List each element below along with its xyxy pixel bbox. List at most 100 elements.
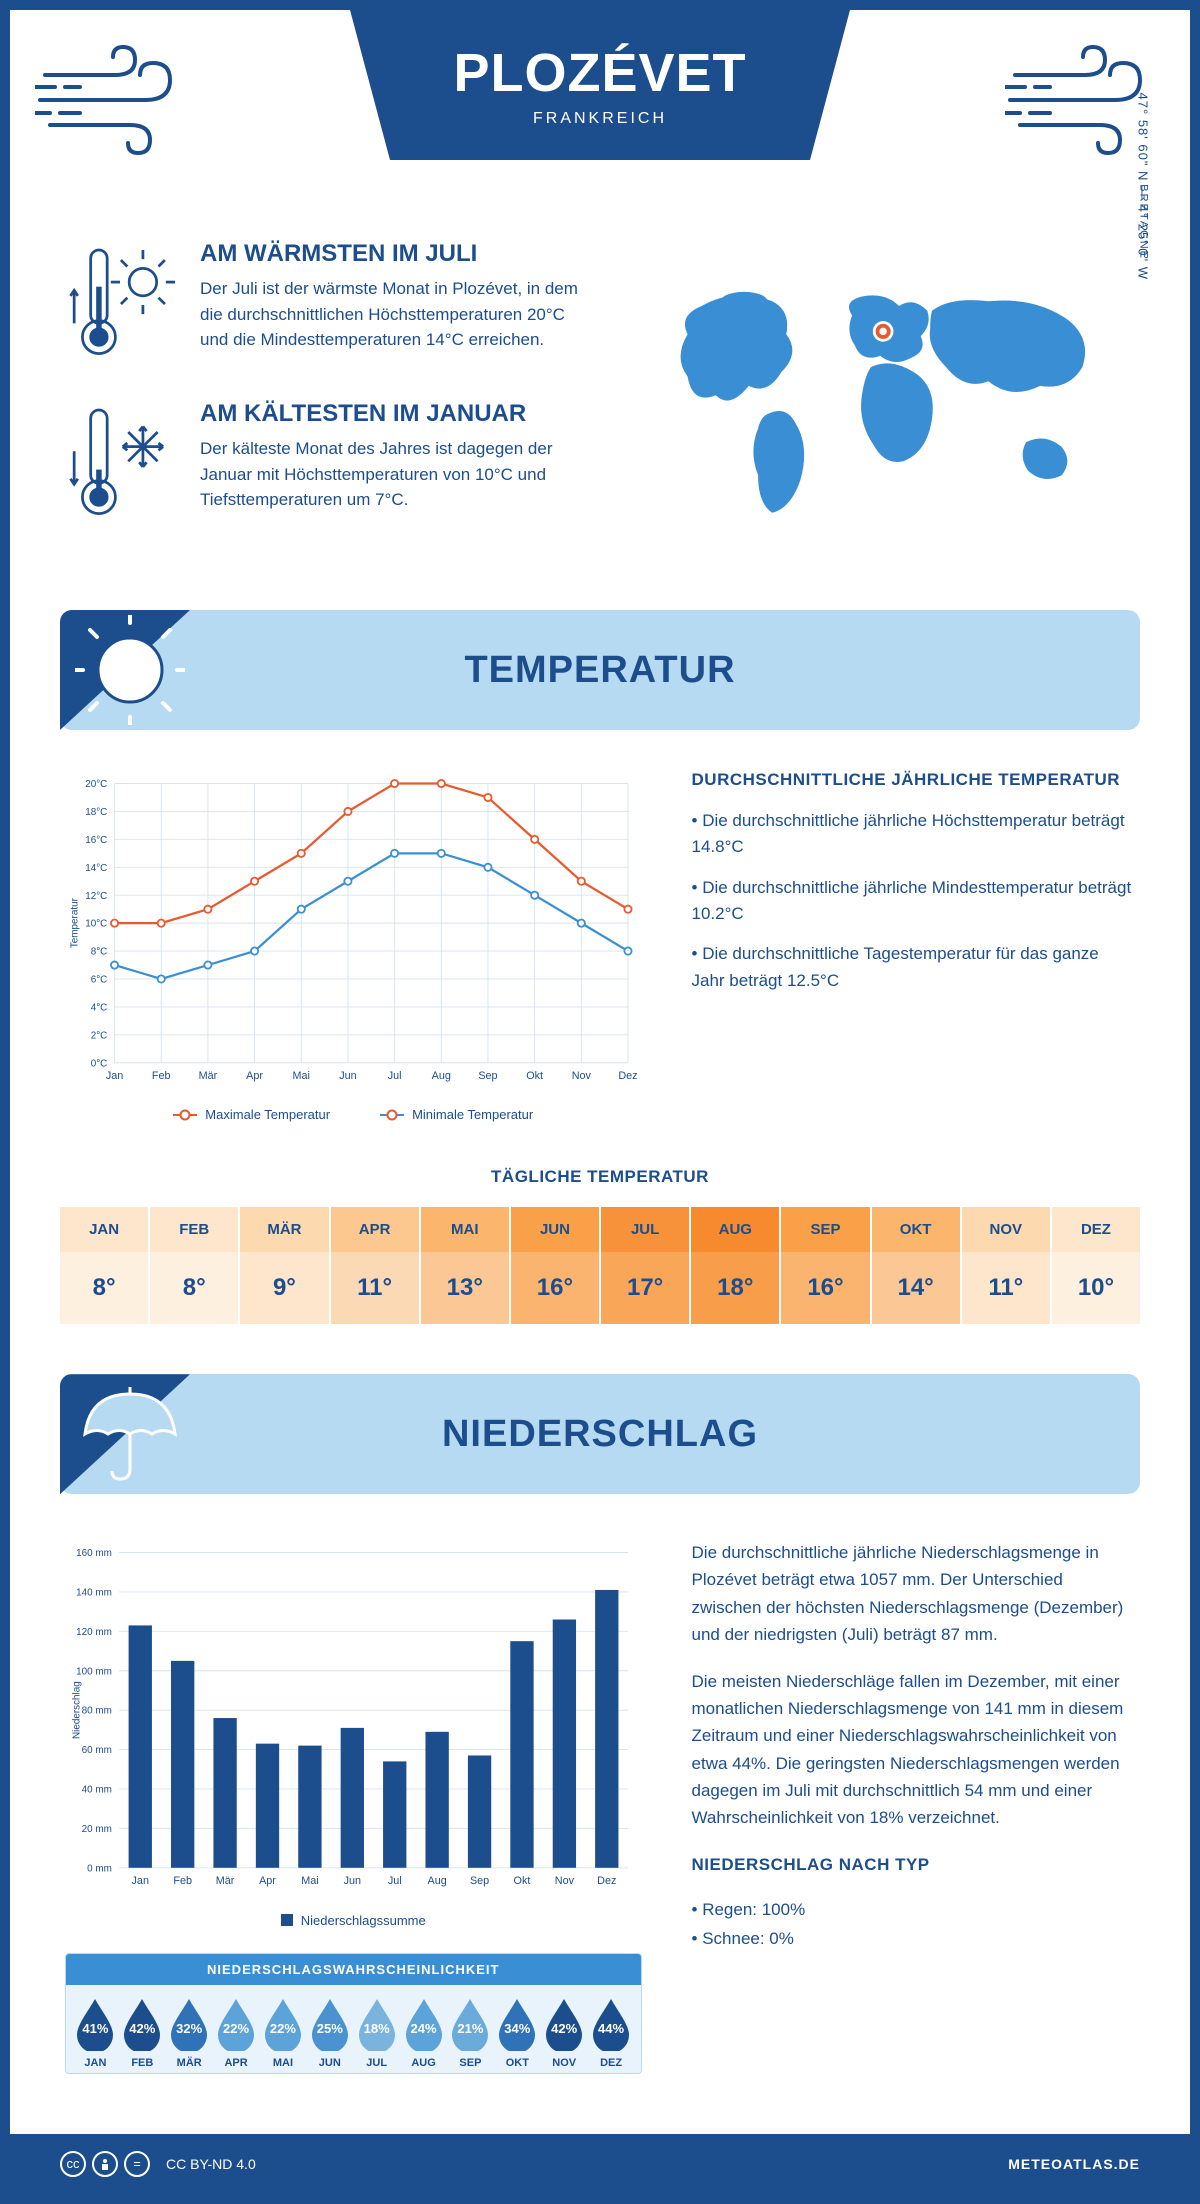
svg-text:Okt: Okt [526,1070,543,1082]
daily-month: MAI [421,1207,509,1252]
daily-value: 14° [872,1252,960,1324]
svg-text:100 mm: 100 mm [76,1667,112,1678]
daily-month: JUL [601,1207,689,1252]
svg-text:2°C: 2°C [91,1030,108,1041]
daily-month: SEP [781,1207,869,1252]
daily-col: APR 11° [329,1207,419,1324]
svg-text:160 mm: 160 mm [76,1548,112,1559]
daily-value: 11° [962,1252,1050,1324]
daily-value: 18° [691,1252,779,1324]
coldest-title: AM KÄLTESTEN IM JANUAR [200,400,595,428]
intro-section: AM WÄRMSTEN IM JULI Der Juli ist der wär… [10,220,1190,600]
daily-value: 17° [601,1252,689,1324]
footer: cc = CC BY-ND 4.0 METEOATLAS.DE [10,2134,1190,2194]
probability-month: FEB [131,2057,153,2069]
daily-month: MÄR [240,1207,328,1252]
daily-month: DEZ [1052,1207,1140,1252]
temperature-section: 0°C2°C4°C6°C8°C10°C12°C14°C16°C18°C20°CJ… [10,740,1190,1142]
svg-text:Nov: Nov [572,1070,592,1082]
svg-text:Apr: Apr [259,1875,276,1887]
probability-month: NOV [552,2057,576,2069]
svg-text:Aug: Aug [428,1875,447,1887]
svg-text:Temperatur: Temperatur [70,897,81,948]
temp-info-title: DURCHSCHNITTLICHE JÄHRLICHE TEMPERATUR [692,770,1135,790]
header: PLOZÉVET FRANKREICH [10,10,1190,220]
svg-text:120 mm: 120 mm [76,1627,112,1638]
daily-col: JUL 17° [599,1207,689,1324]
daily-month: JAN [60,1207,148,1252]
brand: METEOATLAS.DE [1008,2156,1140,2172]
precip-para-2: Die meisten Niederschläge fallen im Deze… [692,1668,1135,1831]
precipitation-legend: Niederschlagssumme [65,1913,642,1928]
daily-col: DEZ 10° [1050,1207,1140,1324]
probability-month: DEZ [600,2057,622,2069]
drop-icon: 42% [542,1997,586,2051]
world-map: BRETAGNE 47° 58' 60" N — 4° 25' 0" W [635,240,1135,560]
precip-type-title: NIEDERSCHLAG NACH TYP [692,1851,1135,1878]
probability-item: 41% JAN [72,1997,119,2069]
country: FRANKREICH [533,110,667,128]
probability-month: JUN [319,2057,341,2069]
warmest-title: AM WÄRMSTEN IM JULI [200,240,595,268]
wind-icon [35,35,195,165]
warmest-block: AM WÄRMSTEN IM JULI Der Juli ist der wär… [65,240,595,370]
daily-month: AUG [691,1207,779,1252]
probability-month: JUL [366,2057,387,2069]
svg-text:Jan: Jan [132,1875,149,1887]
header-banner: PLOZÉVET FRANKREICH [350,10,850,160]
daily-temp-table: JAN 8°FEB 8°MÄR 9°APR 11°MAI 13°JUN 16°J… [60,1207,1140,1324]
probability-item: 32% MÄR [166,1997,213,2069]
drop-icon: 22% [261,1997,305,2051]
daily-col: AUG 18° [689,1207,779,1324]
precip-para-1: Die durchschnittliche jährliche Niedersc… [692,1539,1135,1648]
svg-text:Jun: Jun [339,1070,356,1082]
svg-text:Dez: Dez [597,1875,616,1887]
drop-icon: 32% [167,1997,211,2051]
probability-item: 34% OKT [494,1997,541,2069]
drop-icon: 24% [402,1997,446,2051]
daily-value: 13° [421,1252,509,1324]
precipitation-section: 0 mm20 mm40 mm60 mm80 mm100 mm120 mm140 … [10,1504,1190,2093]
probability-month: OKT [506,2057,529,2069]
svg-text:Sep: Sep [478,1070,497,1082]
daily-col: MAI 13° [419,1207,509,1324]
daily-col: SEP 16° [779,1207,869,1324]
probability-item: 42% NOV [541,1997,588,2069]
svg-text:20 mm: 20 mm [82,1824,112,1835]
svg-text:16°C: 16°C [85,835,107,846]
svg-text:4°C: 4°C [91,1003,108,1014]
temp-bullet: • Die durchschnittliche jährliche Mindes… [692,875,1135,928]
svg-text:Okt: Okt [514,1875,531,1887]
svg-text:10°C: 10°C [85,919,107,930]
svg-text:Aug: Aug [432,1070,451,1082]
svg-text:40 mm: 40 mm [82,1785,112,1796]
precipitation-banner: NIEDERSCHLAG [60,1374,1140,1494]
svg-text:140 mm: 140 mm [76,1588,112,1599]
drop-icon: 41% [73,1997,117,2051]
probability-item: 25% JUN [306,1997,353,2069]
daily-value: 9° [240,1252,328,1324]
daily-month: NOV [962,1207,1050,1252]
coldest-text: Der kälteste Monat des Jahres ist dagege… [200,436,595,513]
temperature-title: TEMPERATUR [464,649,735,692]
legend-min: Minimale Temperatur [412,1107,533,1122]
drop-icon: 25% [308,1997,352,2051]
daily-value: 16° [781,1252,869,1324]
probability-month: JAN [84,2057,106,2069]
probability-item: 22% MAI [260,1997,307,2069]
nd-icon: = [124,2151,150,2177]
svg-text:0 mm: 0 mm [87,1864,112,1875]
probability-item: 44% DEZ [588,1997,635,2069]
daily-value: 8° [60,1252,148,1324]
svg-text:0°C: 0°C [91,1058,108,1069]
probability-item: 24% AUG [400,1997,447,2069]
svg-text:Niederschlag: Niederschlag [71,1682,82,1740]
daily-col: NOV 11° [960,1207,1050,1324]
drop-icon: 42% [120,1997,164,2051]
svg-text:14°C: 14°C [85,863,107,874]
svg-text:60 mm: 60 mm [82,1745,112,1756]
drop-icon: 21% [448,1997,492,2051]
temperature-banner: TEMPERATUR [60,610,1140,730]
daily-col: FEB 8° [148,1207,238,1324]
probability-item: 21% SEP [447,1997,494,2069]
